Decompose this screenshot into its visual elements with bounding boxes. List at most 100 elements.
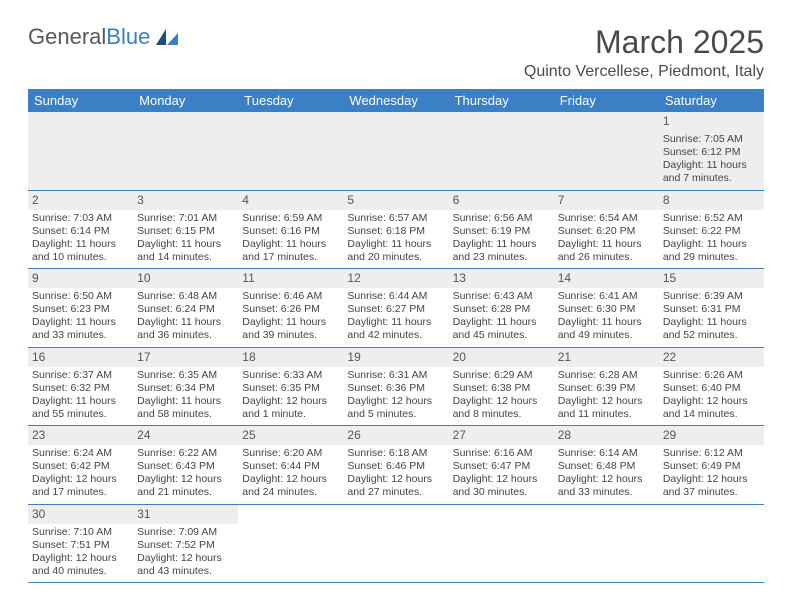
day-info-line: Daylight: 12 hours: [347, 473, 444, 486]
day-info: Sunrise: 6:46 AMSunset: 6:26 PMDaylight:…: [242, 290, 339, 343]
day-info: Sunrise: 6:26 AMSunset: 6:40 PMDaylight:…: [663, 369, 760, 422]
calendar-day-cell: 19Sunrise: 6:31 AMSunset: 6:36 PMDayligh…: [343, 347, 448, 426]
day-info-line: Sunset: 6:24 PM: [137, 303, 234, 316]
day-info-line: and 21 minutes.: [137, 486, 234, 499]
day-info-line: Daylight: 12 hours: [137, 473, 234, 486]
day-info: Sunrise: 6:29 AMSunset: 6:38 PMDaylight:…: [453, 369, 550, 422]
day-info: Sunrise: 6:48 AMSunset: 6:24 PMDaylight:…: [137, 290, 234, 343]
weekday-header-row: SundayMondayTuesdayWednesdayThursdayFrid…: [28, 89, 764, 112]
calendar-day-cell: [659, 504, 764, 583]
day-number: 11: [238, 269, 343, 288]
day-info-line: Daylight: 12 hours: [558, 473, 655, 486]
day-info-line: Daylight: 11 hours: [137, 395, 234, 408]
day-info-line: Daylight: 11 hours: [663, 238, 760, 251]
day-info-line: Daylight: 12 hours: [558, 395, 655, 408]
day-info-line: Sunset: 6:34 PM: [137, 382, 234, 395]
day-info-line: Sunrise: 7:10 AM: [32, 526, 129, 539]
calendar-day-cell: 11 Sunrise: 6:46 AMSunset: 6:26 PMDayligh…: [238, 269, 343, 348]
day-info: Sunrise: 6:14 AMSunset: 6:48 PMDaylight:…: [558, 447, 655, 500]
calendar-week-row: 1 Sunrise: 7:05 AMSunset: 6:12 PMDaylight…: [28, 112, 764, 190]
day-info-line: Daylight: 11 hours: [242, 316, 339, 329]
day-info-line: Daylight: 11 hours: [347, 238, 444, 251]
calendar-day-cell: 20 Sunrise: 6:29 AMSunset: 6:38 PMDayligh…: [449, 347, 554, 426]
day-info-line: Daylight: 12 hours: [453, 473, 550, 486]
day-info-line: Daylight: 12 hours: [32, 473, 129, 486]
day-info-line: Sunset: 6:27 PM: [347, 303, 444, 316]
day-number: 23: [28, 426, 133, 445]
day-info: Sunrise: 6:22 AMSunset: 6:43 PMDaylight:…: [137, 447, 234, 500]
day-info-line: Daylight: 11 hours: [558, 316, 655, 329]
calendar-day-cell: 23Sunrise: 6:24 AMSunset: 6:42 PMDayligh…: [28, 426, 133, 505]
calendar-day-cell: 1 Sunrise: 7:05 AMSunset: 6:12 PMDaylight…: [659, 112, 764, 190]
location-subtitle: Quinto Vercellese, Piedmont, Italy: [524, 63, 764, 81]
day-info-line: Sunset: 7:51 PM: [32, 539, 129, 552]
day-number: 13: [449, 269, 554, 288]
day-number: 24: [133, 426, 238, 445]
calendar-day-cell: 16 Sunrise: 6:37 AMSunset: 6:32 PMDayligh…: [28, 347, 133, 426]
day-info-line: Sunrise: 6:48 AM: [137, 290, 234, 303]
day-info-line: Sunset: 6:47 PM: [453, 460, 550, 473]
day-info-line: and 20 minutes.: [347, 251, 444, 264]
day-info: Sunrise: 6:39 AMSunset: 6:31 PMDaylight:…: [663, 290, 760, 343]
weekday-header: Monday: [133, 89, 238, 112]
day-info: Sunrise: 6:54 AMSunset: 6:20 PMDaylight:…: [558, 212, 655, 265]
day-info-line: Sunset: 6:30 PM: [558, 303, 655, 316]
day-info: Sunrise: 6:41 AMSunset: 6:30 PMDaylight:…: [558, 290, 655, 343]
day-number: 22: [659, 348, 764, 367]
day-info: Sunrise: 6:52 AMSunset: 6:22 PMDaylight:…: [663, 212, 760, 265]
calendar-day-cell: 9Sunrise: 6:50 AMSunset: 6:23 PMDaylight…: [28, 269, 133, 348]
day-number: 5: [343, 191, 448, 210]
calendar-week-row: 9Sunrise: 6:50 AMSunset: 6:23 PMDaylight…: [28, 269, 764, 348]
day-info-line: and 37 minutes.: [663, 486, 760, 499]
day-info: Sunrise: 6:37 AMSunset: 6:32 PMDaylight:…: [32, 369, 129, 422]
day-info-line: Sunset: 6:39 PM: [558, 382, 655, 395]
calendar-day-cell: [554, 504, 659, 583]
day-info-line: and 58 minutes.: [137, 408, 234, 421]
day-info-line: Sunset: 6:40 PM: [663, 382, 760, 395]
day-info-line: and 23 minutes.: [453, 251, 550, 264]
day-info: Sunrise: 6:57 AMSunset: 6:18 PMDaylight:…: [347, 212, 444, 265]
calendar-day-cell: 13Sunrise: 6:43 AMSunset: 6:28 PMDayligh…: [449, 269, 554, 348]
day-info-line: Sunrise: 6:18 AM: [347, 447, 444, 460]
day-number: 1: [659, 112, 764, 131]
calendar-week-row: 16 Sunrise: 6:37 AMSunset: 6:32 PMDayligh…: [28, 347, 764, 426]
day-info-line: Sunset: 6:14 PM: [32, 225, 129, 238]
day-info-line: Sunset: 6:19 PM: [453, 225, 550, 238]
day-info-line: Sunrise: 7:09 AM: [137, 526, 234, 539]
day-number: 16: [28, 348, 133, 367]
day-info-line: Sunset: 6:15 PM: [137, 225, 234, 238]
calendar-day-cell: 14 Sunrise: 6:41 AMSunset: 6:30 PMDayligh…: [554, 269, 659, 348]
day-info: Sunrise: 7:05 AMSunset: 6:12 PMDaylight:…: [663, 133, 760, 186]
day-info-line: Daylight: 12 hours: [453, 395, 550, 408]
calendar-day-cell: [554, 112, 659, 190]
day-info-line: Sunset: 6:23 PM: [32, 303, 129, 316]
logo-sail-icon: [154, 27, 180, 47]
weekday-header: Wednesday: [343, 89, 448, 112]
day-info-line: Sunset: 6:43 PM: [137, 460, 234, 473]
calendar-day-cell: 17Sunrise: 6:35 AMSunset: 6:34 PMDayligh…: [133, 347, 238, 426]
day-number: 20: [449, 348, 554, 367]
day-info-line: and 43 minutes.: [137, 565, 234, 578]
day-number: 3: [133, 191, 238, 210]
day-info-line: and 33 minutes.: [32, 329, 129, 342]
day-info-line: Sunset: 6:18 PM: [347, 225, 444, 238]
calendar-day-cell: 2Sunrise: 7:03 AMSunset: 6:14 PMDaylight…: [28, 190, 133, 269]
day-info-line: Sunset: 6:35 PM: [242, 382, 339, 395]
day-info-line: Sunrise: 6:35 AM: [137, 369, 234, 382]
day-info-line: Daylight: 11 hours: [137, 238, 234, 251]
day-info-line: and 24 minutes.: [242, 486, 339, 499]
day-number: 15: [659, 269, 764, 288]
weekday-header: Friday: [554, 89, 659, 112]
calendar-day-cell: 27Sunrise: 6:16 AMSunset: 6:47 PMDayligh…: [449, 426, 554, 505]
day-info-line: Sunset: 6:46 PM: [347, 460, 444, 473]
day-info: Sunrise: 6:20 AMSunset: 6:44 PMDaylight:…: [242, 447, 339, 500]
day-info-line: Sunrise: 6:56 AM: [453, 212, 550, 225]
calendar-day-cell: 8Sunrise: 6:52 AMSunset: 6:22 PMDaylight…: [659, 190, 764, 269]
calendar-day-cell: [238, 504, 343, 583]
day-number: 30: [28, 505, 133, 524]
day-info-line: and 49 minutes.: [558, 329, 655, 342]
day-info-line: Sunset: 6:36 PM: [347, 382, 444, 395]
day-info-line: Sunrise: 6:43 AM: [453, 290, 550, 303]
day-number: 4: [238, 191, 343, 210]
day-number: 14: [554, 269, 659, 288]
